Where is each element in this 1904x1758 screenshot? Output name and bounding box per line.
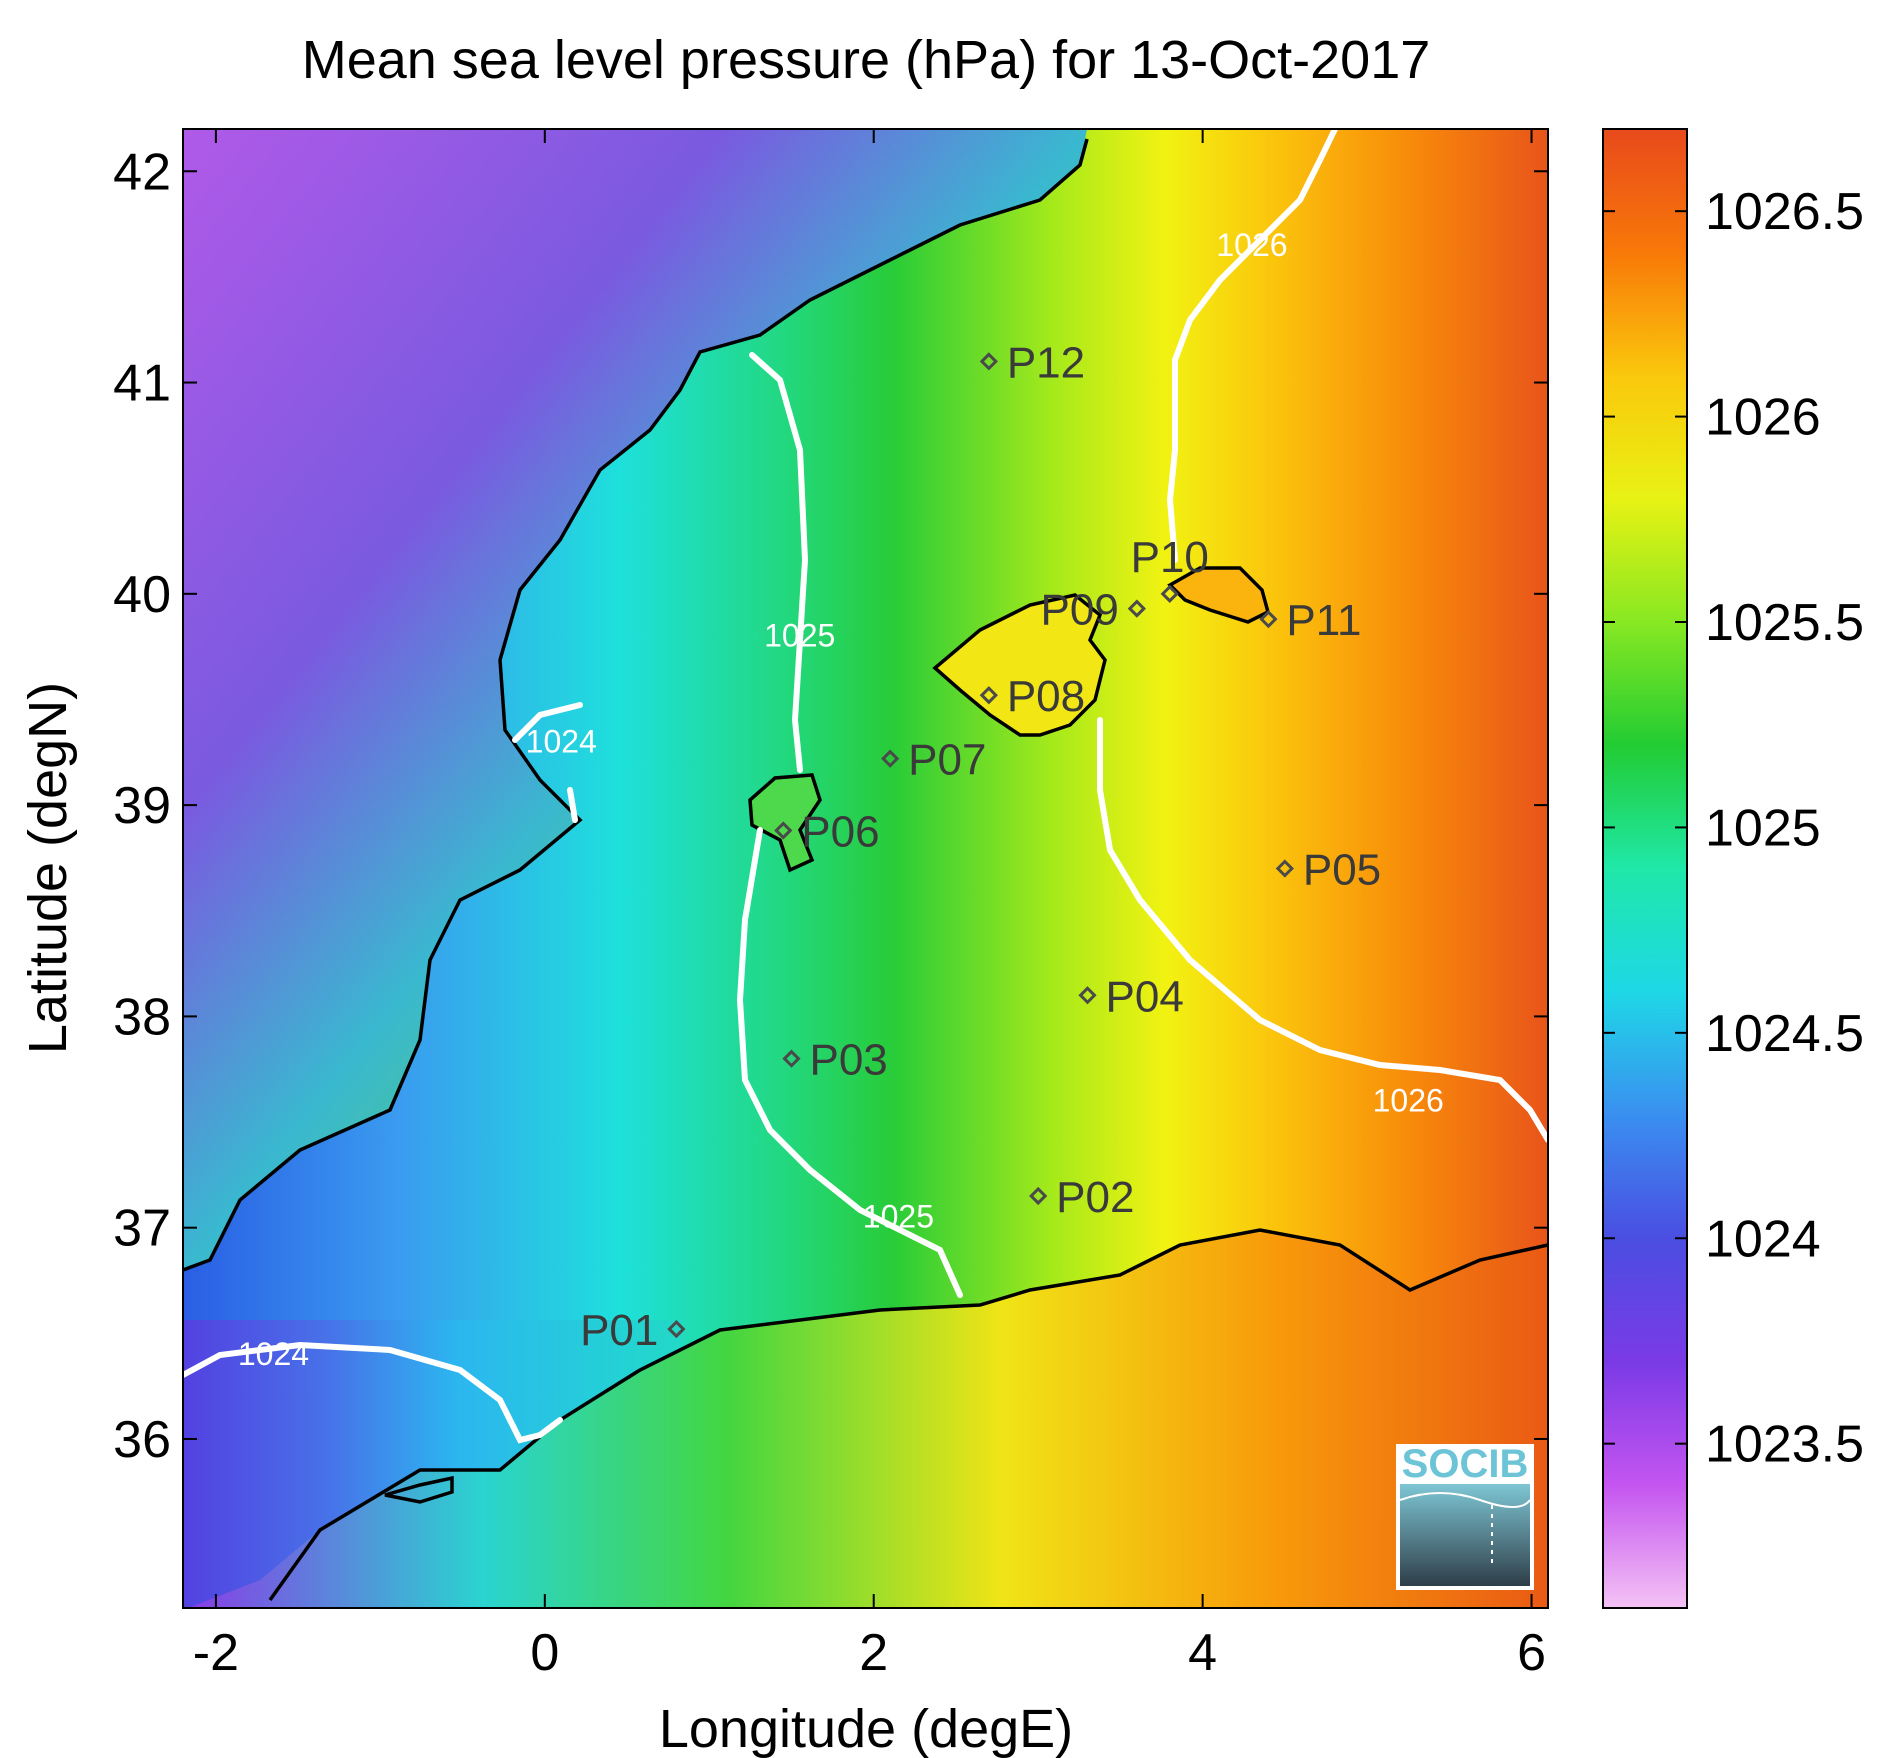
station-marker-icon [979,686,998,705]
station-p04[interactable]: P04 [1078,972,1184,1021]
station-marker-icon [774,821,793,840]
station-label: P01 [580,1306,658,1355]
ibiza-island [750,775,820,870]
station-marker-icon [1275,859,1294,878]
station-label: P03 [809,1036,887,1085]
station-label: P11 [1286,596,1361,645]
station-p02[interactable]: P02 [1029,1173,1134,1222]
station-p06[interactable]: P06 [774,807,880,856]
colorbar-tick-label: 1024 [1705,1210,1821,1268]
x-axis-ticks: -2 0 2 4 6 [193,129,1546,1682]
colorbar-tick-label: 1026 [1705,389,1821,447]
station-label: P04 [1106,972,1184,1021]
x-tick-label: 6 [1517,1624,1546,1682]
station-p01[interactable]: P01 [580,1306,686,1355]
x-axis-label: Longitude (degE) [659,1699,1073,1758]
station-label: P08 [1007,672,1085,721]
coastline [183,138,1548,1602]
x-tick-label: 2 [859,1624,888,1682]
contour-label: 1026 [1216,227,1287,263]
station-marker-icon [667,1319,686,1339]
plot-frame [182,128,1549,1609]
map-title: Mean sea level pressure (hPa) for 13-Oct… [302,30,1431,90]
station-p05[interactable]: P05 [1275,846,1381,895]
station-p12[interactable]: P12 [979,338,1085,387]
colorbar-tick-label: 1025 [1705,799,1821,857]
y-axis-label: Latitude (degN) [18,682,78,1054]
contour-labels: 1024 1025 1026 1026 1025 1024 [238,227,1444,1372]
y-tick-label: 40 [113,566,171,624]
station-label: P02 [1056,1173,1134,1222]
colorbar-ticks: 1023.5 1024 1024.5 1025 1025.5 1026 1026.5 [1603,183,1864,1474]
y-tick-label: 36 [113,1411,171,1469]
colorbar-tick-label: 1025.5 [1705,594,1864,652]
station-marker-icon [1078,986,1097,1005]
station-label: P09 [1041,586,1119,635]
socib-logo-text: SOCIB [1402,1442,1529,1486]
y-tick-label: 38 [113,988,171,1046]
station-label: P07 [908,736,986,785]
y-axis-ticks: 36 37 38 39 40 41 42 [113,143,1548,1469]
station-p07[interactable]: P07 [881,736,986,785]
plot-area [183,129,1548,1608]
contour-label: 1026 [1373,1082,1444,1118]
x-tick-label: 4 [1188,1624,1217,1682]
socib-logo: SOCIB [1396,1442,1534,1590]
y-tick-label: 41 [113,355,171,413]
isobars [183,129,1548,1444]
iberia-land [183,129,1087,1270]
station-marker-icon [1029,1186,1048,1206]
y-tick-label: 39 [113,777,171,835]
contour-label: 1025 [764,618,835,654]
x-tick-label: -2 [193,1624,239,1682]
mallorca-island [935,595,1105,735]
station-p11[interactable]: P11 [1259,596,1361,645]
station-label: P06 [801,807,879,856]
station-p03[interactable]: P03 [782,1036,888,1085]
station-label: P05 [1303,846,1381,895]
station-p10[interactable]: P10 [1131,533,1209,603]
colorbar-tick-label: 1026.5 [1705,183,1864,241]
station-marker-icon [782,1049,801,1068]
colorbar-tick-label: 1024.5 [1705,1005,1864,1063]
station-label: P10 [1131,533,1209,582]
station-marker-icon [979,352,998,371]
colorbar-tick-label: 1023.5 [1705,1416,1864,1474]
menorca-island [1170,568,1268,622]
station-marker-icon [1127,599,1146,618]
station-marker-icon [1259,610,1278,629]
station-label: P12 [1007,338,1085,387]
x-tick-label: 0 [530,1624,559,1682]
contour-label: 1025 [863,1199,934,1235]
colorbar [1602,128,1688,1609]
y-tick-label: 42 [113,143,171,201]
contour-label: 1024 [238,1336,309,1372]
y-tick-label: 37 [113,1200,171,1258]
contour-label: 1024 [526,723,597,759]
station-marker-icon [881,749,900,768]
station-marker-icon [1160,584,1179,603]
africa-land [188,1230,1548,1608]
station-p08[interactable]: P08 [979,672,1085,721]
station-p09[interactable]: P09 [1041,586,1146,635]
